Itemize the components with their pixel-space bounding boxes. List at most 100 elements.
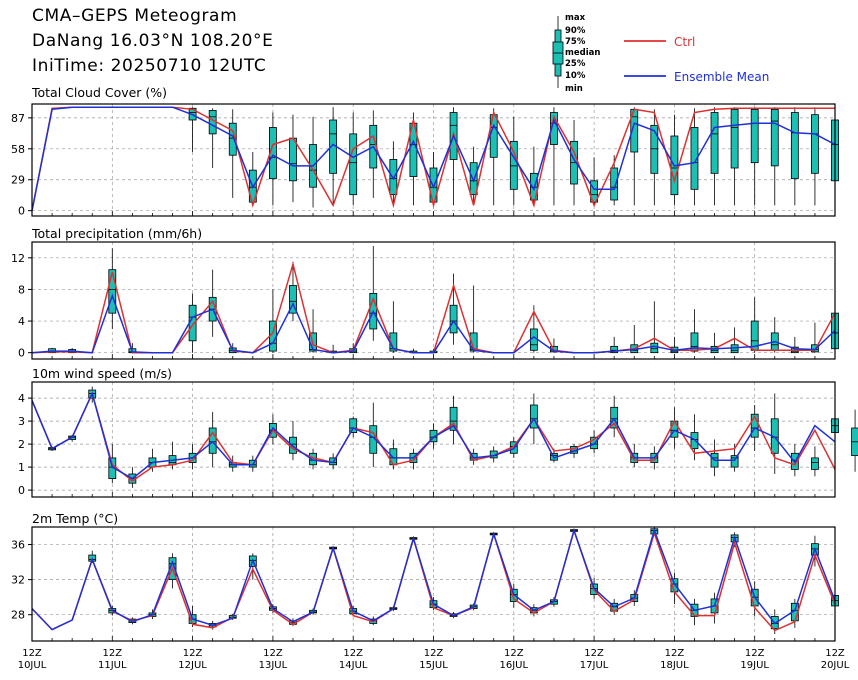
- location-label: DaNang 16.03°N 108.20°E: [32, 31, 274, 51]
- total-cloud-cover-box: [550, 112, 558, 145]
- 10m-wind-speed-ytick-label: 4: [18, 392, 25, 405]
- total-cloud-cover-title: Total Cloud Cover (%): [31, 85, 167, 100]
- legend-label-ctrl: Ctrl: [674, 35, 695, 49]
- x-tick-date: 12JUL: [178, 660, 207, 671]
- 2m-temp-ctrl-line: [31, 527, 836, 632]
- legend-box-label: median: [565, 48, 600, 58]
- total-cloud-cover-box: [289, 137, 297, 182]
- total-precipitation-box: [811, 344, 819, 353]
- x-tick-date: 17JUL: [580, 660, 609, 671]
- 2m-temp-ytick-label: 36: [11, 539, 25, 552]
- 10m-wind-speed-ytick-label: 2: [18, 438, 25, 451]
- total-cloud-cover-box: [590, 180, 598, 203]
- 10m-wind-speed-box: [449, 406, 458, 431]
- total-precipitation-box: [108, 269, 117, 314]
- 10m-wind-speed-box: [730, 455, 739, 468]
- total-cloud-cover-box: [650, 124, 659, 174]
- total-cloud-cover-ytick-label: 29: [11, 174, 25, 187]
- x-tick-date: 11JUL: [98, 660, 127, 671]
- x-tick-hour: 12Z: [103, 648, 123, 659]
- 10m-wind-speed-ytick-label: 3: [18, 415, 25, 428]
- legend-box-label: max: [565, 13, 586, 23]
- x-tick-hour: 12Z: [665, 648, 685, 659]
- 10m-wind-speed-title: 10m wind speed (m/s): [32, 366, 172, 381]
- total-precipitation-box: [610, 345, 619, 354]
- total-cloud-cover-box: [349, 133, 358, 196]
- total-cloud-cover-panel: Total Cloud Cover (%) 0 29 58 87: [11, 85, 839, 218]
- total-precipitation-box: [690, 332, 699, 352]
- 2m-temp-ytick-label: 28: [11, 609, 25, 622]
- 10m-wind-speed-ytick-label: 1: [18, 461, 25, 474]
- 10m-wind-speed-box: [289, 436, 297, 454]
- total-precipitation-box: [289, 285, 297, 314]
- total-cloud-cover-frame: [31, 103, 836, 217]
- x-tick-date: 10JUL: [18, 660, 47, 671]
- 10m-wind-speed-mean-line: [31, 391, 836, 480]
- x-tick-date: 14JUL: [339, 660, 368, 671]
- x-tick-date: 20JUL: [821, 660, 850, 671]
- 10m-wind-speed-box: [529, 404, 538, 429]
- total-precipitation-ytick-label: 12: [11, 252, 25, 265]
- total-precipitation-title: Total precipitation (mm/6h): [31, 226, 202, 241]
- x-tick-hour: 12Z: [263, 648, 283, 659]
- legend-box-label: 75%: [565, 37, 586, 47]
- total-cloud-cover-box: [730, 108, 739, 169]
- 10m-wind-speed-box: [690, 432, 699, 450]
- total-cloud-cover-box: [710, 112, 719, 174]
- 10m-wind-speed-box: [349, 418, 358, 433]
- meteogram-title: CMA–GEPS Meteogram: [32, 6, 238, 26]
- total-cloud-cover-ytick-label: 58: [11, 143, 25, 156]
- total-cloud-cover-box: [228, 122, 237, 156]
- 10m-wind-speed-frame: [31, 381, 836, 498]
- total-cloud-cover-box: [690, 127, 699, 190]
- total-cloud-cover-box: [811, 114, 819, 174]
- total-precipitation-panel: Total precipitation (mm/6h) 0 4 8 12: [11, 226, 839, 360]
- x-tick-date: 19JUL: [740, 660, 769, 671]
- legend-box-label: 25%: [565, 59, 586, 69]
- x-tick-hour: 12Z: [183, 648, 203, 659]
- total-cloud-cover-box: [750, 108, 759, 164]
- total-cloud-cover-box: [610, 167, 619, 201]
- 2m-temp-mean-line: [31, 527, 836, 631]
- x-tick-hour: 12Z: [22, 648, 42, 659]
- 10m-wind-speed-box: [389, 448, 398, 466]
- total-cloud-cover-mean-line: [31, 106, 836, 211]
- 2m-temp-frame: [31, 526, 836, 642]
- 10m-wind-speed-box: [750, 413, 759, 438]
- total-precipitation-frame: [31, 241, 836, 360]
- legend-label-ensemble-mean: Ensemble Mean: [674, 70, 769, 84]
- legend-box-label: min: [565, 84, 583, 94]
- 2m-temp-title: 2m Temp (°C): [32, 511, 118, 526]
- total-cloud-cover-box: [509, 140, 518, 190]
- x-tick-hour: 12Z: [424, 648, 444, 659]
- total-cloud-cover-ytick-label: 87: [11, 112, 25, 125]
- total-cloud-cover-ytick-label: 0: [18, 205, 25, 218]
- 10m-wind-speed-ytick-label: 0: [18, 484, 25, 497]
- 10m-wind-speed-box: [811, 457, 819, 470]
- x-tick-hour: 12Z: [343, 648, 363, 659]
- total-cloud-cover-box: [770, 108, 779, 167]
- legend-box-label: 90%: [565, 26, 586, 36]
- 10m-wind-speed-panel: 10m wind speed (m/s) 0 1 2 3 4: [18, 366, 858, 498]
- legend-box-label: 10%: [565, 71, 586, 81]
- total-precipitation-ytick-label: 4: [18, 315, 25, 328]
- x-tick-hour: 12Z: [825, 648, 845, 659]
- total-cloud-cover-box: [389, 159, 398, 196]
- total-precipitation-mean-line: [31, 293, 836, 354]
- total-precipitation-box: [449, 304, 458, 334]
- total-precipitation-box: [469, 332, 478, 352]
- total-cloud-cover-box: [790, 112, 799, 180]
- 2m-temp-panel: 2m Temp (°C) 28 32 36: [11, 511, 839, 642]
- init-time-label: IniTime: 20250710 12UTC: [32, 56, 267, 76]
- total-precipitation-box: [650, 342, 659, 354]
- 10m-wind-speed-box: [208, 427, 217, 454]
- x-tick-hour: 12Z: [745, 648, 765, 659]
- x-tick-date: 18JUL: [660, 660, 689, 671]
- total-precipitation-ytick-label: 0: [18, 347, 25, 360]
- x-tick-hour: 12Z: [584, 648, 604, 659]
- x-tick-date: 15JUL: [419, 660, 448, 671]
- x-tick-date: 16JUL: [500, 660, 529, 671]
- total-precipitation-ytick-label: 8: [18, 283, 25, 296]
